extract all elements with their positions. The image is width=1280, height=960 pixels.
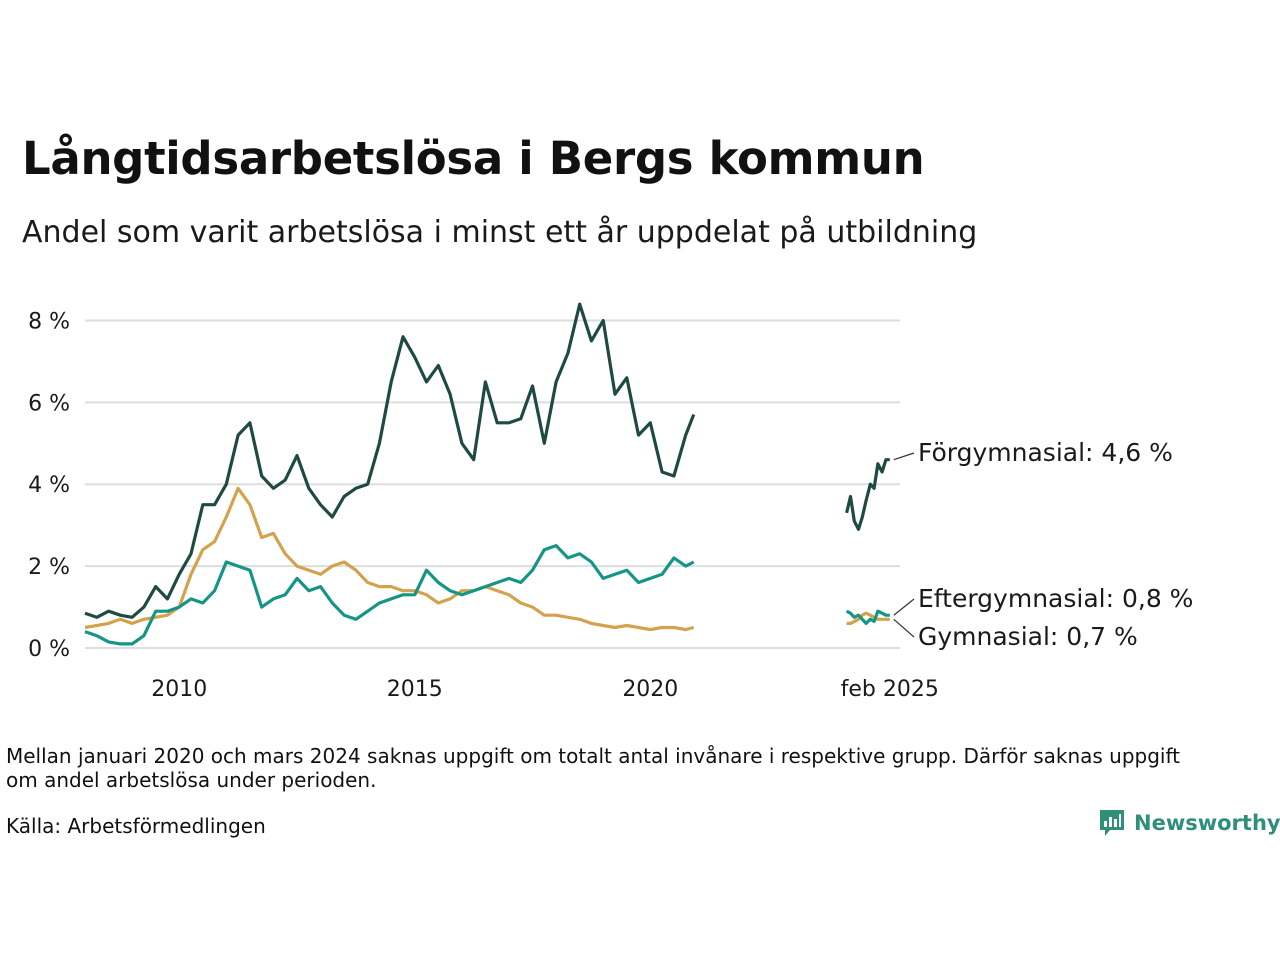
series-line-eftergymnasial	[84, 543, 695, 646]
x-tick-label: feb 2025	[841, 677, 939, 702]
series-lines	[84, 302, 890, 646]
series-line-gymnasial	[846, 611, 890, 626]
newsworthy-logo-icon	[1100, 810, 1124, 836]
x-tick-label: 2015	[387, 677, 443, 702]
series-line-gymnasial	[84, 486, 695, 632]
x-tick-labels: 2010 2015 2020 feb 2025	[151, 677, 939, 702]
line-chart: 0 % 2 % 4 % 6 % 8 % 2010 2015 2020 feb 2025 För…	[28, 302, 1193, 702]
label-leader-line	[893, 598, 915, 616]
y-tick-label: 2 %	[28, 555, 70, 580]
brand-name: Newsworthy	[1134, 811, 1280, 835]
source-text: Källa: Arbetsförmedlingen	[6, 814, 266, 838]
brand-logo: Newsworthy	[1098, 808, 1280, 838]
y-tick-labels: 0 % 2 % 4 % 6 % 8 %	[28, 309, 70, 662]
label-leader-line	[893, 618, 915, 638]
series-line-förgymnasial	[845, 458, 890, 531]
end-label-förgymnasial: Förgymnasial: 4,6 %	[918, 438, 1173, 467]
end-labels: Förgymnasial: 4,6 % Eftergymnasial: 0,8 %…	[893, 438, 1193, 651]
chart-title: Långtidsarbetslösa i Bergs kommun	[22, 132, 925, 185]
end-label-gymnasial: Gymnasial: 0,7 %	[918, 622, 1138, 651]
y-tick-label: 6 %	[28, 391, 70, 416]
label-leader-line	[893, 452, 915, 461]
x-tick-label: 2020	[622, 677, 678, 702]
footnote: Mellan januari 2020 och mars 2024 saknas…	[6, 744, 1181, 792]
y-tick-label: 0 %	[28, 637, 70, 662]
x-tick-label: 2010	[151, 677, 207, 702]
y-tick-label: 8 %	[28, 309, 70, 334]
series-line-eftergymnasial	[845, 609, 890, 626]
gridlines	[85, 319, 900, 649]
y-tick-label: 4 %	[28, 473, 70, 498]
end-label-eftergymnasial: Eftergymnasial: 0,8 %	[918, 584, 1193, 613]
chart-subtitle: Andel som varit arbetslösa i minst ett å…	[22, 215, 978, 250]
series-line-förgymnasial	[84, 302, 696, 619]
